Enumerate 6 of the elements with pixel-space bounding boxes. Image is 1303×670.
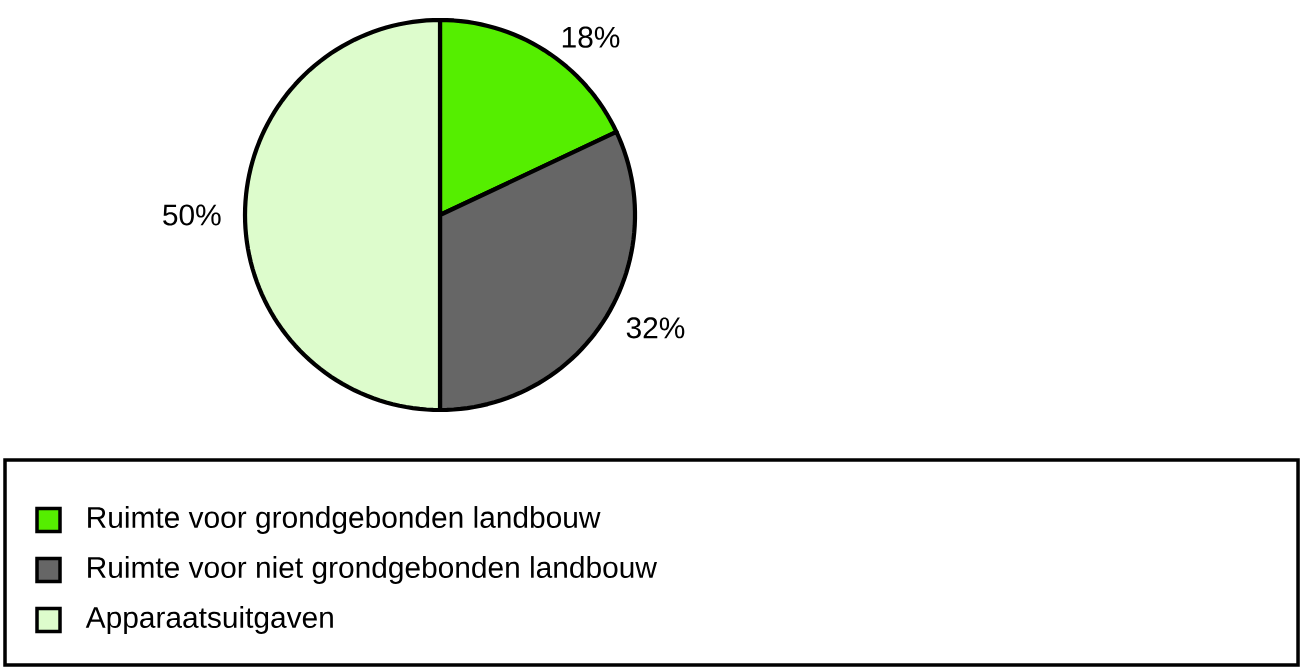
legend-label: Ruimte voor niet grondgebonden landbouw xyxy=(88,556,657,584)
data-label: 32% xyxy=(626,317,685,339)
legend-label: Apparaatsuitgaven xyxy=(85,606,333,634)
legend-label: Ruimte voor grondgebonden landbouw xyxy=(88,506,601,534)
data-label: 18% xyxy=(562,26,620,48)
data-label: 50% xyxy=(163,204,221,226)
